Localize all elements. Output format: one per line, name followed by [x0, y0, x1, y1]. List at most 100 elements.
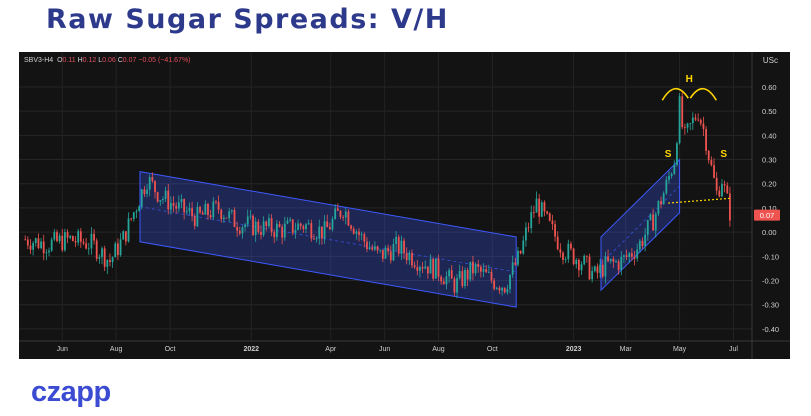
candle-body — [649, 214, 652, 221]
candle-body — [599, 264, 602, 273]
candle-body — [469, 261, 472, 280]
candle-body — [472, 261, 474, 274]
candle-body — [376, 246, 379, 251]
candle-body — [432, 258, 435, 279]
candle-body — [117, 243, 119, 256]
candle-body — [389, 251, 392, 261]
legend-close-value: 0.07 — [122, 57, 137, 64]
candle-body — [522, 240, 525, 254]
candle-body — [252, 215, 254, 235]
neckline — [668, 197, 731, 204]
candle-body — [71, 236, 74, 242]
candle-body — [286, 220, 289, 224]
candle-body — [718, 190, 721, 197]
candle-body — [485, 269, 488, 273]
candle-body — [556, 236, 559, 250]
y-tick-label: 0.10 — [762, 204, 777, 213]
candle-body — [366, 241, 368, 250]
candle-body — [371, 247, 374, 250]
pattern-label: S — [720, 149, 727, 160]
candle-body — [244, 224, 246, 228]
last-price-tag — [754, 209, 780, 221]
candle-body — [678, 96, 681, 144]
x-tick-label: 2022 — [243, 346, 259, 353]
candle-body — [268, 218, 270, 227]
candle-body — [607, 256, 609, 262]
candle-body — [729, 193, 731, 221]
candle-body — [498, 287, 501, 291]
legend-low-value: 0.06 — [102, 57, 116, 64]
candle-body — [479, 266, 482, 272]
candle-body — [162, 198, 164, 201]
candle-body — [421, 267, 424, 269]
x-tick-label: Jun — [379, 346, 390, 353]
legend-open-value: 0.11 — [62, 57, 76, 64]
pattern-label: S — [665, 149, 672, 160]
candle-body — [644, 234, 647, 246]
candle-body — [204, 203, 207, 215]
candle-body — [442, 281, 445, 285]
candle-body — [668, 176, 670, 180]
candle-body — [652, 214, 654, 231]
candle-body — [82, 241, 85, 244]
candle-body — [419, 267, 421, 271]
candle-body — [532, 212, 535, 213]
candle-body — [156, 192, 159, 202]
candle-body — [291, 219, 294, 233]
candle-body — [673, 164, 676, 175]
candle-body — [437, 258, 440, 277]
candle-body — [228, 211, 231, 219]
candle-body — [665, 179, 668, 194]
candle-body — [45, 252, 48, 254]
candle-body — [185, 211, 188, 213]
czapp-logo: czapp — [31, 376, 111, 408]
candle-body — [305, 224, 307, 230]
candle-body — [225, 217, 228, 219]
candle-body — [85, 243, 88, 249]
y-tick-label: -0.10 — [762, 252, 779, 261]
last-price-label: 0.07 — [760, 211, 775, 220]
legend-high-value: 0.12 — [82, 57, 97, 64]
legend-close-label: C — [117, 57, 123, 64]
candle-body — [56, 232, 58, 242]
candle-body — [146, 189, 148, 194]
plot-background — [19, 52, 790, 359]
candle-body — [397, 236, 400, 254]
candle-body — [509, 274, 511, 290]
candle-body — [464, 270, 466, 286]
candle-body — [350, 225, 352, 229]
currency-label[interactable]: USc — [762, 56, 778, 65]
legend-symbol: SBV3-H4 — [24, 57, 54, 64]
candle-body — [707, 150, 710, 161]
candle-body — [138, 206, 141, 212]
candle-body — [554, 224, 556, 237]
candle-body — [535, 198, 538, 213]
y-tick-label: 0.20 — [762, 180, 777, 189]
candle-body — [34, 238, 37, 244]
candle-body — [50, 239, 53, 251]
candle-body — [588, 256, 591, 280]
candle-body — [551, 220, 554, 225]
candle-body — [440, 276, 443, 282]
candle-body — [620, 256, 623, 270]
candle-body — [466, 270, 469, 280]
candle-body — [625, 255, 628, 258]
legend-low-label: L — [98, 57, 103, 64]
candle-body — [77, 231, 80, 243]
candle-body — [628, 253, 631, 258]
candle-body — [238, 230, 241, 234]
candle-body — [662, 193, 665, 205]
candle-body — [246, 216, 249, 225]
candle-body — [148, 177, 151, 190]
candle-body — [344, 211, 347, 218]
candle-body — [392, 244, 395, 261]
candle-body — [66, 232, 69, 238]
candle-body — [387, 247, 390, 252]
candle-body — [167, 190, 170, 210]
y-tick-label: 0.30 — [762, 156, 777, 165]
candle-body — [384, 247, 387, 259]
candle-body — [615, 261, 617, 263]
candle-body — [299, 223, 302, 227]
candle-body — [527, 227, 530, 229]
candle-body — [26, 239, 29, 246]
